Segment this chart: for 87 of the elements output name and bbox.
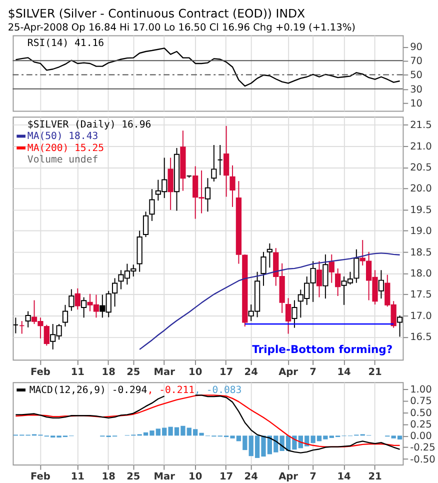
candlestick (12, 317, 18, 334)
x-tick-label: Feb (30, 366, 50, 378)
x-tick-label: 17 (220, 472, 234, 483)
x-tick-label: Feb (30, 472, 50, 483)
y-tick-label: 0.00 (410, 431, 432, 442)
candlestick (266, 242, 272, 268)
candlestick (285, 298, 292, 334)
chart-title: $SILVER (Silver - Continuous Contract (EOD)) INDX (8, 6, 306, 21)
x-tick-label: 21 (368, 366, 382, 378)
candlestick (211, 144, 217, 182)
x-tick-label: 7 (310, 366, 317, 378)
candlestick (168, 157, 174, 210)
candlestick (335, 268, 341, 296)
chart-subtitle: 25-Apr-2008 Op 16.84 Hi 17.00 Lo 16.50 Cl 16.96 Chg +0.19 (+1.13%) (8, 22, 356, 34)
x-tick-label: 10 (188, 472, 202, 483)
annotation: Triple-Bottom forming? (252, 342, 393, 356)
candlestick (316, 260, 322, 298)
series-label: , -0.211 (147, 384, 195, 396)
y-tick-label: 19.5 (410, 204, 432, 216)
x-tick-label: 18 (102, 366, 116, 378)
y-tick-label: 30 (410, 84, 423, 96)
annotation: Volume undef (27, 154, 98, 166)
legend-label: MACD(12,26,9) -0.294 (29, 384, 148, 396)
x-tick-label: 14 (337, 472, 352, 483)
y-tick-label: 0.75 (410, 396, 432, 408)
candlestick (149, 188, 155, 222)
y-tick-label: 21.5 (410, 120, 432, 132)
candlestick (378, 270, 384, 300)
candlestick (322, 254, 328, 300)
y-tick-label: 0.25 (410, 419, 432, 430)
y-tick-label: 1.00 (410, 384, 432, 396)
annotation: $SILVER (Daily) 16.96 (27, 119, 152, 130)
y-tick-label: 0.50 (410, 408, 432, 419)
y-tick-label: 90 (410, 42, 423, 53)
candlestick (396, 315, 403, 338)
x-tick-label: 11 (70, 472, 85, 483)
candlestick (204, 178, 211, 212)
y-tick-label: 17.5 (410, 290, 432, 301)
candlestick (74, 288, 80, 310)
y-tick-label: 18.5 (410, 247, 432, 258)
x-tick-label: 7 (310, 472, 317, 483)
candlestick (230, 164, 236, 208)
x-tick-label: 10 (188, 366, 202, 378)
y-tick-label: 70 (410, 56, 423, 68)
x-tick-label: 17 (220, 366, 234, 378)
candlestick (224, 125, 230, 198)
legend-label: MA(50) 18.43 (27, 131, 98, 142)
y-tick-label: 20.0 (410, 184, 432, 195)
x-tick-label: Apr (278, 472, 298, 483)
y-tick-label: -0.25 (410, 442, 436, 454)
legend-label: MA(200) 15.25 (27, 142, 104, 154)
x-tick-label: 24 (244, 472, 258, 483)
x-tick-label: 24 (244, 366, 258, 378)
candlestick (217, 144, 223, 176)
y-tick-label: 18.0 (410, 268, 432, 280)
y-tick-label: -0.50 (410, 454, 436, 466)
y-tick-label: 10 (410, 98, 423, 110)
line-series (15, 48, 400, 87)
candlestick (25, 310, 31, 328)
candlestick (68, 288, 74, 312)
text: , -0.083 (194, 384, 242, 396)
x-tick-label: 25 (126, 472, 140, 483)
x-tick-label: Mar (154, 472, 176, 483)
candlestick (81, 296, 87, 318)
x-tick-label: Mar (154, 366, 176, 378)
y-tick-label: 20.5 (410, 162, 432, 174)
x-tick-label: 21 (368, 472, 382, 483)
y-tick-label: 16.5 (410, 332, 432, 344)
candlestick (62, 304, 68, 328)
y-tick-label: 19.0 (410, 226, 432, 238)
y-tick-label: 17.0 (410, 310, 432, 322)
y-tick-label: 50 (410, 70, 423, 82)
candlestick (328, 254, 334, 284)
y-tick-label: 21.0 (410, 141, 432, 152)
candlestick (260, 251, 266, 286)
candlestick (292, 300, 298, 328)
series-label: RSI(14) 41.16 (27, 38, 104, 50)
x-tick-label: 25 (126, 366, 140, 378)
candlestick (112, 278, 118, 308)
candlestick (142, 211, 149, 238)
x-tick-label: 18 (102, 472, 116, 483)
x-tick-label: 14 (337, 366, 352, 378)
candlestick (44, 324, 50, 346)
candlestick (19, 320, 25, 334)
candlestick (354, 248, 360, 284)
x-tick-label: Apr (278, 366, 298, 378)
x-tick-label: 11 (70, 366, 85, 378)
